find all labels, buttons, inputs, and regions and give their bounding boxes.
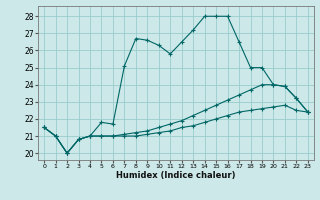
X-axis label: Humidex (Indice chaleur): Humidex (Indice chaleur): [116, 171, 236, 180]
